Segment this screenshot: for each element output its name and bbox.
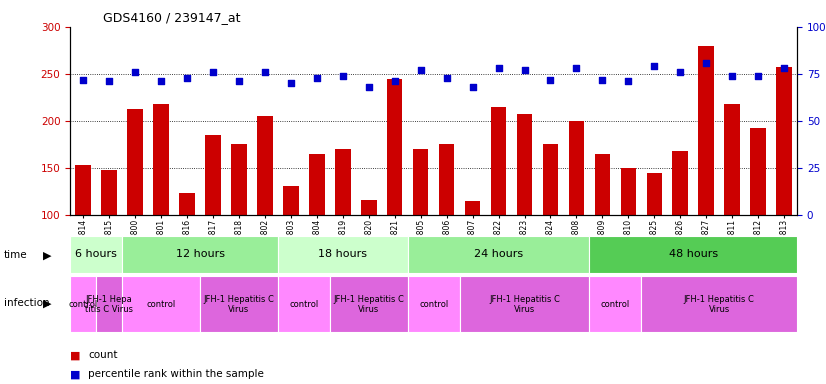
- Bar: [517, 114, 532, 215]
- Bar: [309, 154, 325, 215]
- Bar: [75, 165, 91, 215]
- Bar: [750, 127, 766, 215]
- Text: JFH-1 Hepa
titis C Virus: JFH-1 Hepa titis C Virus: [85, 295, 133, 314]
- Bar: [408, 236, 590, 273]
- Text: 48 hours: 48 hours: [669, 249, 718, 260]
- Text: control: control: [69, 300, 97, 309]
- Text: JFH-1 Hepatitis C
Virus: JFH-1 Hepatitis C Virus: [489, 295, 560, 314]
- Point: [466, 84, 479, 90]
- Bar: [413, 149, 429, 215]
- Point: [259, 69, 272, 75]
- Text: control: control: [601, 300, 630, 309]
- Point: [492, 65, 506, 71]
- Point: [77, 76, 90, 83]
- Bar: [724, 104, 740, 215]
- Bar: [595, 154, 610, 215]
- Point: [206, 69, 220, 75]
- Text: time: time: [4, 250, 28, 260]
- Text: infection: infection: [4, 298, 50, 308]
- Bar: [439, 144, 454, 215]
- Bar: [70, 276, 96, 332]
- Bar: [205, 135, 221, 215]
- Text: 6 hours: 6 hours: [75, 249, 117, 260]
- Text: JFH-1 Hepatitis C
Virus: JFH-1 Hepatitis C Virus: [684, 295, 755, 314]
- Bar: [387, 79, 402, 215]
- Point: [544, 76, 557, 83]
- Bar: [283, 186, 299, 215]
- Text: ■: ■: [70, 369, 81, 379]
- Bar: [278, 276, 330, 332]
- Point: [154, 78, 168, 84]
- Point: [388, 78, 401, 84]
- Point: [311, 74, 324, 81]
- Bar: [154, 104, 169, 215]
- Text: 18 hours: 18 hours: [318, 249, 368, 260]
- Bar: [200, 276, 278, 332]
- Bar: [459, 276, 590, 332]
- Point: [129, 69, 142, 75]
- Bar: [590, 276, 641, 332]
- Point: [700, 60, 713, 66]
- Bar: [127, 109, 143, 215]
- Bar: [361, 200, 377, 215]
- Bar: [122, 236, 278, 273]
- Text: 24 hours: 24 hours: [474, 249, 523, 260]
- Text: 12 hours: 12 hours: [175, 249, 225, 260]
- Point: [414, 67, 427, 73]
- Bar: [257, 116, 273, 215]
- Point: [648, 63, 661, 70]
- Text: control: control: [146, 300, 176, 309]
- Text: control: control: [419, 300, 449, 309]
- Text: JFH-1 Hepatitis C
Virus: JFH-1 Hepatitis C Virus: [334, 295, 404, 314]
- Bar: [408, 276, 459, 332]
- Point: [570, 65, 583, 71]
- Text: GDS4160 / 239147_at: GDS4160 / 239147_at: [103, 12, 240, 25]
- Point: [284, 80, 297, 86]
- Bar: [672, 151, 688, 215]
- Bar: [776, 67, 792, 215]
- Point: [752, 73, 765, 79]
- Text: ▶: ▶: [43, 250, 51, 260]
- Bar: [543, 144, 558, 215]
- Text: ■: ■: [70, 350, 81, 360]
- Point: [622, 78, 635, 84]
- Point: [596, 76, 609, 83]
- Point: [102, 78, 116, 84]
- Text: ▶: ▶: [43, 298, 51, 308]
- Bar: [647, 173, 662, 215]
- Point: [777, 65, 790, 71]
- Bar: [641, 276, 797, 332]
- Bar: [122, 276, 200, 332]
- Point: [180, 74, 193, 81]
- Bar: [330, 276, 408, 332]
- Bar: [620, 168, 636, 215]
- Bar: [102, 170, 117, 215]
- Bar: [491, 107, 506, 215]
- Text: control: control: [289, 300, 319, 309]
- Point: [336, 73, 349, 79]
- Point: [232, 78, 245, 84]
- Bar: [231, 144, 247, 215]
- Point: [518, 67, 531, 73]
- Bar: [699, 46, 714, 215]
- Text: JFH-1 Hepatitis C
Virus: JFH-1 Hepatitis C Virus: [203, 295, 274, 314]
- Point: [674, 69, 687, 75]
- Bar: [278, 236, 408, 273]
- Bar: [96, 276, 122, 332]
- Point: [440, 74, 453, 81]
- Text: count: count: [88, 350, 118, 360]
- Bar: [465, 201, 481, 215]
- Bar: [335, 149, 350, 215]
- Bar: [70, 236, 122, 273]
- Text: percentile rank within the sample: percentile rank within the sample: [88, 369, 264, 379]
- Bar: [590, 236, 797, 273]
- Point: [362, 84, 375, 90]
- Bar: [568, 121, 584, 215]
- Bar: [179, 194, 195, 215]
- Point: [725, 73, 738, 79]
